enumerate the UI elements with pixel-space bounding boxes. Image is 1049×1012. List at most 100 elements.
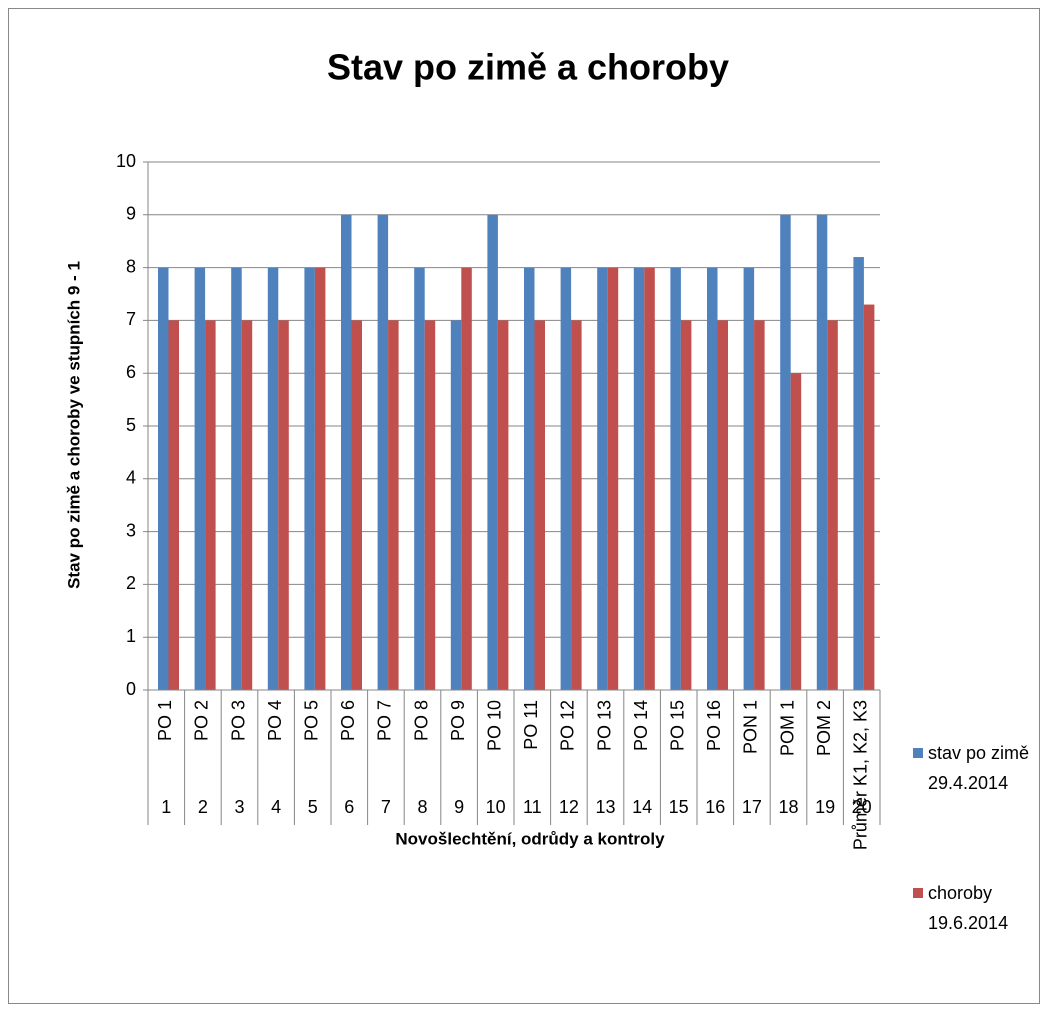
bar (534, 320, 545, 690)
x-group-label: 17 (742, 797, 762, 817)
x-group-label: 12 (559, 797, 579, 817)
bar (461, 267, 472, 690)
x-tick-label: POM 2 (814, 700, 834, 756)
x-group-label: 5 (308, 797, 318, 817)
bar (816, 214, 828, 691)
bar (670, 267, 681, 690)
x-tick-label: PO 5 (301, 700, 321, 741)
x-group-label: 3 (234, 797, 244, 817)
x-tick-label: PO 3 (228, 700, 248, 741)
bar (194, 267, 206, 690)
x-tick-label: PO 6 (338, 700, 358, 741)
x-tick-label: PO 8 (411, 700, 431, 741)
bar (304, 267, 315, 690)
bar (314, 267, 326, 690)
bar (497, 320, 509, 690)
x-tick-label: PO 7 (375, 700, 395, 741)
bar (863, 304, 875, 690)
x-tick-label: PO 2 (192, 700, 212, 741)
bar (414, 267, 425, 690)
x-group-label: 8 (417, 797, 427, 817)
x-group-label: 15 (669, 797, 689, 817)
bar (633, 267, 645, 690)
x-tick-label: PON 1 (741, 700, 761, 754)
x-group-label: 18 (778, 797, 798, 817)
bar (267, 267, 279, 690)
bar (424, 320, 436, 690)
x-group-label: 6 (344, 797, 354, 817)
bar (278, 320, 289, 690)
bar (524, 267, 535, 690)
x-group-label: 7 (381, 797, 391, 817)
y-tick-label: 7 (126, 309, 136, 329)
x-tick-label: PO 9 (448, 700, 468, 741)
x-axis-title: Novošlechtění, odrůdy a kontroly (395, 829, 665, 848)
bar (743, 267, 755, 690)
bar (450, 320, 462, 690)
x-group-label: 16 (705, 797, 725, 817)
bar (827, 320, 838, 690)
x-group-label: 4 (271, 797, 281, 817)
x-group-label: 2 (198, 797, 208, 817)
x-tick-label: PO 4 (265, 700, 285, 741)
bar (377, 214, 389, 691)
x-tick-label: PO 10 (484, 700, 504, 751)
x-group-label: 20 (852, 797, 872, 817)
y-tick-label: 2 (126, 573, 136, 593)
bar (158, 267, 169, 690)
y-tick-label: 6 (126, 362, 136, 382)
bar (341, 214, 352, 691)
bar (388, 320, 399, 690)
bar (231, 267, 242, 690)
x-group-label: 11 (523, 797, 542, 817)
x-group-label: 14 (632, 797, 652, 817)
x-tick-label: PO 14 (631, 700, 651, 751)
x-tick-label: PO 16 (704, 700, 724, 751)
legend-label: choroby 19.6.2014 (928, 883, 1009, 933)
x-tick-label: PO 15 (667, 700, 687, 751)
bar (790, 373, 802, 690)
x-tick-label: PO 12 (558, 700, 578, 751)
y-tick-label: 8 (126, 256, 136, 276)
y-tick-label: 9 (126, 204, 136, 224)
bar (754, 320, 765, 690)
bar (487, 214, 498, 691)
y-tick-label: 0 (126, 679, 136, 699)
bar (597, 267, 608, 690)
bar (780, 214, 791, 691)
y-axis-title: Stav po zimě a choroby ve stupních 9 - 1 (64, 261, 83, 589)
x-group-label: 9 (454, 797, 464, 817)
x-group-label: 10 (486, 797, 506, 817)
bar (707, 267, 718, 690)
x-group-label: 1 (161, 797, 171, 817)
y-tick-label: 4 (126, 468, 136, 488)
bar (853, 257, 864, 690)
bar (560, 267, 572, 690)
bar (717, 320, 728, 690)
bar (241, 320, 253, 690)
legend-swatch (913, 888, 923, 898)
bar (205, 320, 216, 690)
x-tick-label: POM 1 (777, 700, 797, 756)
x-tick-label: PO 1 (155, 700, 175, 741)
y-tick-label: 1 (126, 626, 136, 646)
bar (644, 267, 655, 690)
x-tick-label: PO 13 (594, 700, 614, 751)
bar (607, 267, 619, 690)
bar (571, 320, 582, 690)
x-group-label: 13 (595, 797, 615, 817)
bar (168, 320, 179, 690)
legend-swatch (913, 748, 923, 758)
y-tick-label: 5 (126, 415, 136, 435)
chart-title: Stav po zimě a choroby (327, 47, 729, 88)
y-tick-label: 3 (126, 520, 136, 540)
y-tick-label: 10 (116, 151, 136, 171)
x-tick-label: PO 11 (521, 700, 541, 750)
x-group-label: 19 (815, 797, 835, 817)
legend-label: stav po zimě 29.4.2014 (928, 743, 1030, 793)
bar (680, 320, 692, 690)
bar (351, 320, 362, 690)
x-tick-label: Průměr K1, K2, K3 (850, 700, 870, 850)
